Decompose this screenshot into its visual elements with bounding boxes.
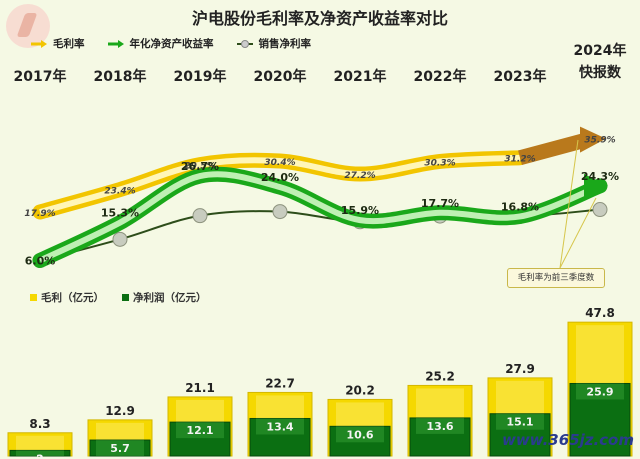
net-profit-bar-shade xyxy=(256,418,304,435)
year-label: 2021年 xyxy=(333,69,387,85)
net-profit-bar xyxy=(9,449,71,457)
net-margin-point xyxy=(592,202,608,218)
year-label: 2019年 xyxy=(173,69,227,85)
net-profit-bar-shade xyxy=(336,426,384,443)
legend-net-profit-label: 净利润（亿元） xyxy=(133,292,207,304)
gross-margin-label: 30.3% xyxy=(424,158,455,168)
legend-gross-margin: 毛利率 xyxy=(30,36,85,51)
legend-net-margin-label: 销售净利率 xyxy=(258,38,312,50)
roe-arrow-head xyxy=(584,173,608,198)
roe-line-highlight xyxy=(38,171,602,264)
net-profit-bar xyxy=(329,425,391,457)
legend-net-margin: 销售净利率 xyxy=(236,36,312,51)
watermark: www.365jz.com xyxy=(501,431,634,449)
note-connector xyxy=(559,139,579,269)
roe-label: 15.9% xyxy=(341,204,379,217)
net-profit-bar-shade xyxy=(416,417,464,434)
gross-profit-value: 8.3 xyxy=(29,417,50,431)
green-square-icon xyxy=(122,294,129,301)
annotation-note: 毛利率为前三季度数 xyxy=(507,268,605,288)
gross-margin-label: 30.4% xyxy=(264,158,295,168)
net-profit-bar xyxy=(249,417,311,457)
net-profit-bar xyxy=(489,413,551,457)
net-profit-value: 13.4 xyxy=(266,420,293,433)
gross-profit-value: 47.8 xyxy=(585,306,615,320)
legend-gross-margin-label: 毛利率 xyxy=(53,38,85,50)
roe-label: 15.3% xyxy=(101,207,139,220)
gross-margin-label: 31.2% xyxy=(504,155,535,165)
net-profit-value: 5.7 xyxy=(110,442,130,455)
gross-profit-value: 27.9 xyxy=(505,362,535,376)
net-profit-bar-shade xyxy=(176,422,224,439)
net-margin-point xyxy=(272,204,288,220)
gross-margin-label: 17.9% xyxy=(24,209,55,219)
legend-roe-label: 年化净资产收益率 xyxy=(129,38,214,50)
gross-margin-label: 35.9% xyxy=(584,136,615,146)
roe-label: 24.0% xyxy=(261,171,299,184)
line-legend: 毛利率 年化净资产收益率 销售净利率 xyxy=(30,36,311,51)
net-profit-value: 2 xyxy=(36,452,44,459)
net-profit-value: 12.1 xyxy=(186,424,213,437)
gross-profit-value: 22.7 xyxy=(265,376,295,390)
gross-margin-last-segment xyxy=(518,133,586,165)
net-profit-value: 10.6 xyxy=(346,428,373,441)
chart-title: 沪电股份毛利率及净资产收益率对比 xyxy=(191,9,448,28)
net-profit-value: 25.9 xyxy=(586,385,613,398)
gross-profit-value: 12.9 xyxy=(105,404,135,418)
net-profit-value: 13.6 xyxy=(426,420,453,433)
gross-margin-label: 27.2% xyxy=(344,171,375,181)
gross-margin-label: 29.5% xyxy=(184,162,215,172)
gross-margin-line-highlight xyxy=(39,154,521,215)
legend-net-profit: 净利润（亿元） xyxy=(122,290,207,305)
gold-square-icon xyxy=(30,294,37,301)
year-label: 2023年 xyxy=(493,69,547,85)
gross-margin-label: 23.4% xyxy=(104,187,135,197)
net-profit-bar-shade xyxy=(16,450,64,456)
net-profit-bar xyxy=(409,417,471,457)
note-connector xyxy=(559,197,597,269)
net-margin-point xyxy=(112,231,128,247)
year-label: 2020年 xyxy=(253,69,307,85)
net-profit-bar-shade xyxy=(96,440,144,456)
gross-profit-value: 21.1 xyxy=(185,381,215,395)
roe-label: 6.0% xyxy=(25,255,56,268)
dark-line-dot-icon xyxy=(236,39,253,48)
roe-label: 24.3% xyxy=(581,170,619,183)
gross-margin-arrow-head xyxy=(580,126,606,153)
roe-label: 17.7% xyxy=(421,197,459,210)
roe-label: 26.7% xyxy=(181,160,219,173)
net-profit-bar xyxy=(89,439,151,457)
legend-gross-profit-label: 毛利（亿元） xyxy=(41,292,104,304)
net-profit-bar xyxy=(569,382,631,457)
legend-gross-profit: 毛利（亿元） xyxy=(30,290,104,305)
legend-roe: 年化净资产收益率 xyxy=(107,36,214,51)
gross-profit-value: 25.2 xyxy=(425,369,455,383)
green-arrow-icon xyxy=(107,39,124,48)
roe-label: 16.8% xyxy=(501,200,539,213)
year-label: 2017年 xyxy=(13,69,67,85)
net-profit-value: 15.1 xyxy=(506,416,533,429)
net-profit-bar-shade xyxy=(576,383,624,400)
net-profit-bar-shade xyxy=(496,413,544,430)
gross-profit-value: 20.2 xyxy=(345,383,375,397)
gold-arrow-icon xyxy=(31,39,47,48)
year-label: 2018年 xyxy=(93,69,147,85)
year-label: 2022年 xyxy=(413,69,467,85)
bar-legend: 毛利（亿元） 净利润（亿元） xyxy=(30,290,207,305)
year-label: 2024年 快报数 xyxy=(573,43,627,81)
net-profit-bar xyxy=(169,421,231,457)
net-margin-point xyxy=(192,208,208,224)
